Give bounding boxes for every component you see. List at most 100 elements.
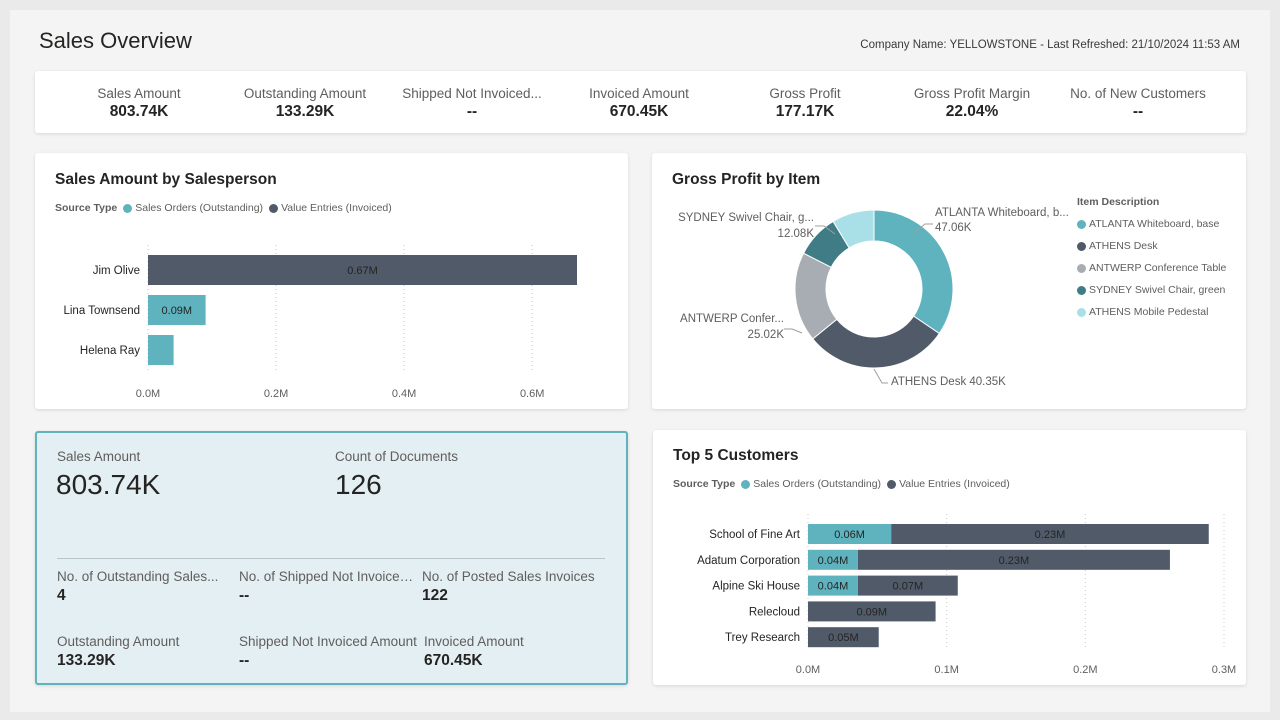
customer-x-tick: 0.0M xyxy=(796,664,820,676)
legend-item-antwerp[interactable]: ANTWERP Conference Table xyxy=(1077,257,1226,279)
salesperson-x-tick: 0.0M xyxy=(136,388,160,400)
salesperson-chart-title: Sales Amount by Salesperson xyxy=(55,171,277,188)
kpi-value: 22.04% xyxy=(945,103,999,120)
customer-data-label: 0.04M xyxy=(818,581,849,593)
customer-bar[interactable] xyxy=(891,524,1209,544)
kpi-gross-profit[interactable]: Gross Profit 177.17K xyxy=(725,86,885,121)
legend-item-atlanta[interactable]: ATLANTA Whiteboard, base xyxy=(1077,213,1226,235)
legend-dot-icon xyxy=(741,479,751,489)
top-customers-legend: Source Type Sales Orders (Outstanding) V… xyxy=(673,478,1016,490)
customer-data-label: 0.04M xyxy=(818,555,849,567)
kpi-value: 177.17K xyxy=(775,103,835,120)
customer-category-label: Relecloud xyxy=(749,606,800,618)
donut-slice[interactable] xyxy=(832,209,875,249)
kpi-strip: Sales Amount 803.74K Outstanding Amount … xyxy=(35,71,1246,133)
customer-category-label: School of Fine Art xyxy=(709,529,801,541)
kpi-label: Sales Amount xyxy=(97,86,181,101)
kpi-label: Shipped Not Invoiced... xyxy=(402,86,542,101)
gross-profit-donut-chart xyxy=(784,209,954,384)
customer-bar[interactable] xyxy=(808,549,858,570)
salesperson-bar[interactable] xyxy=(148,335,174,365)
gross-profit-chart-title: Gross Profit by Item xyxy=(672,171,821,188)
customer-category-label: Trey Research xyxy=(725,632,800,644)
kpi-value: 803.74K xyxy=(109,103,169,120)
legend-item-outstanding[interactable]: Sales Orders (Outstanding) xyxy=(741,478,881,490)
legend-item-athens-desk[interactable]: ATHENS Desk xyxy=(1077,235,1226,257)
detail-shipped-amount-label: Shipped Not Invoiced Amount xyxy=(239,634,417,649)
callout-value: 12.08K xyxy=(777,228,814,240)
legend-label: Value Entries (Invoiced) xyxy=(899,478,1010,490)
legend-item-outstanding[interactable]: Sales Orders (Outstanding) xyxy=(123,202,263,214)
legend-dot-icon xyxy=(1077,219,1086,229)
salesperson-chart-card[interactable]: Sales Amount by Salesperson Source Type … xyxy=(35,153,628,409)
legend-title: Source Type xyxy=(673,478,736,490)
kpi-outstanding-amount[interactable]: Outstanding Amount 133.29K xyxy=(225,86,385,121)
customer-bar[interactable] xyxy=(808,575,858,596)
donut-slice[interactable] xyxy=(873,209,954,335)
callout-value: 47.06K xyxy=(935,222,972,234)
kpi-gross-profit-margin[interactable]: Gross Profit Margin 22.04% xyxy=(892,86,1052,121)
kpi-sales-amount[interactable]: Sales Amount 803.74K xyxy=(59,86,219,121)
legend-dot-icon xyxy=(269,203,279,213)
legend-item-athens-pedestal[interactable]: ATHENS Mobile Pedestal xyxy=(1077,301,1226,323)
detail-count-documents-value: 126 xyxy=(335,469,382,500)
salesperson-category-label: Helena Ray xyxy=(80,345,140,357)
detail-invoiced-amount-label: Invoiced Amount xyxy=(424,634,524,649)
customer-bar[interactable] xyxy=(808,601,936,622)
legend-dot-icon xyxy=(1077,263,1086,273)
salesperson-chart-legend: Source Type Sales Orders (Outstanding) V… xyxy=(55,202,398,214)
salesperson-bar[interactable] xyxy=(148,295,206,325)
detail-sales-amount-value: 803.74K xyxy=(56,469,161,500)
customer-bar[interactable] xyxy=(857,549,1170,570)
legend-item-sydney[interactable]: SYDNEY Swivel Chair, green xyxy=(1077,279,1226,301)
legend-label: Value Entries (Invoiced) xyxy=(281,202,392,214)
detail-shipped-count-label: No. of Shipped Not Invoiced... xyxy=(239,569,417,584)
legend-item-invoiced[interactable]: Value Entries (Invoiced) xyxy=(887,478,1010,490)
salesperson-x-tick: 0.4M xyxy=(392,388,416,400)
customer-data-label: 0.23M xyxy=(1035,529,1066,541)
donut-leader-line xyxy=(784,328,803,334)
gross-profit-chart-card[interactable]: Gross Profit by Item ATLANTA Whiteboard,… xyxy=(652,153,1246,409)
kpi-label: Gross Profit xyxy=(769,86,841,101)
salesperson-data-label: 0.67M xyxy=(347,265,378,277)
detail-divider xyxy=(57,558,605,559)
gross-profit-legend: Item Description ATLANTA Whiteboard, bas… xyxy=(1077,196,1226,323)
detail-outstanding-amount-label: Outstanding Amount xyxy=(57,634,180,649)
kpi-new-customers[interactable]: No. of New Customers -- xyxy=(1058,86,1218,121)
salesperson-x-tick: 0.6M xyxy=(520,388,544,400)
customer-data-label: 0.07M xyxy=(893,581,924,593)
legend-item-invoiced[interactable]: Value Entries (Invoiced) xyxy=(269,202,392,214)
legend-label: Sales Orders (Outstanding) xyxy=(135,202,264,214)
kpi-label: No. of New Customers xyxy=(1070,86,1206,101)
customer-bar[interactable] xyxy=(808,524,892,544)
top-customers-chart-title: Top 5 Customers xyxy=(673,447,799,464)
legend-dot-icon xyxy=(123,203,133,213)
salesperson-bar[interactable] xyxy=(148,255,577,285)
legend-label: ATHENS Mobile Pedestal xyxy=(1089,306,1209,318)
detail-outstanding-count-value: 4 xyxy=(57,587,66,604)
customer-data-label: 0.09M xyxy=(856,606,887,618)
detail-outstanding-count-label: No. of Outstanding Sales... xyxy=(57,569,219,584)
kpi-label: Gross Profit Margin xyxy=(913,86,1031,101)
customer-category-label: Adatum Corporation xyxy=(697,555,800,567)
kpi-invoiced-amount[interactable]: Invoiced Amount 670.45K xyxy=(559,86,719,121)
kpi-label: Outstanding Amount xyxy=(243,86,367,101)
page-title: Sales Overview xyxy=(39,28,192,53)
customer-data-label: 0.23M xyxy=(999,555,1030,567)
legend-dot-icon xyxy=(1077,307,1086,317)
customer-bar[interactable] xyxy=(857,575,958,596)
callout-label: ATLANTA Whiteboard, b... xyxy=(935,207,1069,219)
customer-bar[interactable] xyxy=(808,627,879,648)
donut-leader-line xyxy=(873,368,888,384)
customer-data-label: 0.06M xyxy=(834,529,865,541)
donut-leader-line xyxy=(913,223,933,234)
detail-outstanding-amount-value: 133.29K xyxy=(57,652,116,669)
kpi-shipped-not-invoiced[interactable]: Shipped Not Invoiced... -- xyxy=(392,86,552,121)
legend-label: Sales Orders (Outstanding) xyxy=(753,478,882,490)
kpi-label: Invoiced Amount xyxy=(589,86,689,101)
top-customers-chart-card[interactable]: Top 5 Customers Source Type Sales Orders… xyxy=(653,430,1246,685)
sales-detail-card[interactable]: Sales Amount 803.74K Count of Documents … xyxy=(35,431,628,685)
detail-posted-invoices-value: 122 xyxy=(422,587,448,604)
detail-invoiced-amount-value: 670.45K xyxy=(424,652,483,669)
callout-label: ANTWERP Confer... xyxy=(680,313,784,325)
